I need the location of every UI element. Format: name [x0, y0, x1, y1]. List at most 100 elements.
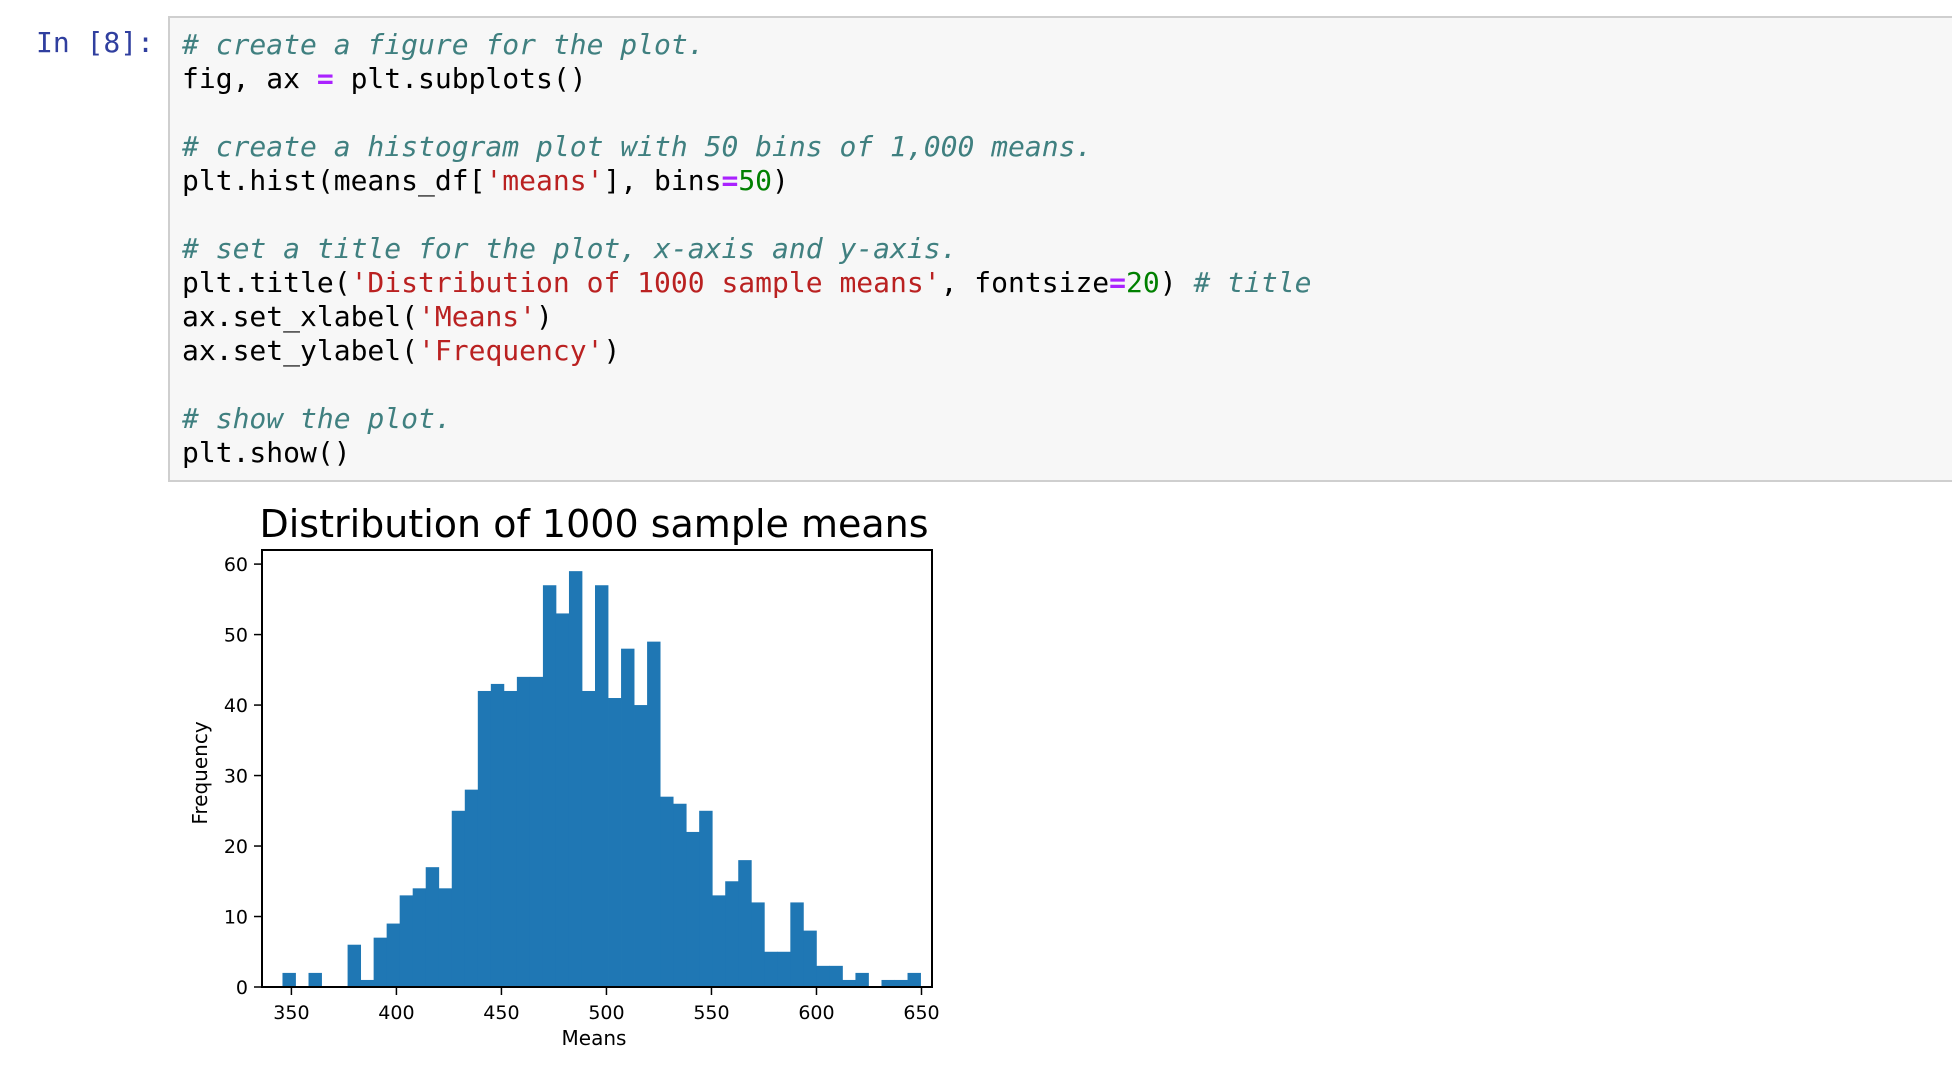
code-line: ax.set_xlabel('Means'): [182, 300, 1311, 334]
histogram-bar: [699, 810, 713, 987]
axes-frame: [261, 549, 933, 988]
y-tick-label: 60: [224, 554, 248, 576]
histogram-bar: [399, 895, 414, 987]
histogram-bar: [660, 796, 674, 987]
code-token: plt.title(: [182, 266, 351, 299]
histogram-bar: [907, 972, 921, 987]
x-tick-label: 350: [273, 1002, 309, 1024]
x-tick-label: 650: [903, 1002, 939, 1024]
y-tick-label: 30: [224, 766, 248, 788]
histogram-bar: [516, 676, 531, 987]
histogram-bar: [581, 690, 596, 987]
cell-prompt: In [8]:: [36, 26, 155, 59]
code-token: =: [316, 62, 334, 95]
code-line: plt.show(): [182, 436, 1311, 470]
code-token: ): [536, 300, 553, 333]
code-line: ax.set_ylabel('Frequency'): [182, 334, 1311, 368]
histogram-bar: [347, 944, 362, 987]
x-tick-label: 450: [483, 1002, 519, 1024]
code-token: # title: [1193, 266, 1312, 299]
histogram-bar: [360, 979, 375, 987]
code-token: =: [721, 164, 739, 197]
y-tick-label: 50: [224, 625, 248, 647]
code-token: 'Distribution of 1000 sample means': [350, 266, 941, 299]
code-token: 'means': [485, 164, 604, 197]
code-token: =: [1109, 266, 1127, 299]
code-token: ], bins: [603, 164, 722, 197]
histogram-bar: [595, 585, 609, 987]
code-cell-editor[interactable]: # create a figure for the plot. fig, ax =…: [168, 16, 1952, 482]
code-line: # set a title for the plot, x-axis and y…: [182, 232, 1311, 266]
y-axis-label: Frequency: [188, 721, 212, 824]
histogram-bar: [490, 683, 505, 987]
code-line: fig, ax = plt.subplots(): [182, 62, 1311, 96]
code-token: # create a figure for the plot.: [182, 28, 705, 61]
y-axis-ticks: 0 10 20 30 40 50 60: [224, 554, 262, 999]
histogram-bar: [790, 902, 804, 987]
histogram-bar: [608, 698, 622, 987]
histogram-bar: [386, 923, 401, 987]
histogram-bars: [282, 571, 921, 987]
histogram-bar: [647, 641, 661, 987]
histogram-bar: [412, 888, 427, 987]
code-token: # create a histogram plot with 50 bins o…: [182, 130, 1093, 163]
histogram-bar: [438, 888, 453, 987]
code-token: ): [1159, 266, 1194, 299]
code-token: plt.show(): [182, 436, 351, 469]
code-line: # show the plot.: [182, 402, 1311, 436]
histogram-bar: [464, 789, 479, 987]
code-token: 'Frequency': [418, 334, 604, 367]
x-tick-label: 500: [588, 1002, 624, 1024]
histogram-bar: [308, 972, 322, 987]
y-tick-label: 10: [224, 907, 248, 929]
histogram-bar: [373, 937, 388, 987]
histogram-bar: [725, 881, 739, 987]
x-tick-label: 550: [693, 1002, 729, 1024]
code-line: # create a histogram plot with 50 bins o…: [182, 130, 1311, 164]
code-token: , fontsize: [940, 266, 1110, 299]
histogram-bar: [503, 690, 518, 987]
chart-title: Distribution of 1000 sample means: [259, 502, 928, 546]
code-token: 50: [738, 164, 773, 197]
code-line: # create a figure for the plot.: [182, 28, 1311, 62]
code-token: 'Means': [418, 300, 537, 333]
code-token: plt.subplots(): [333, 62, 587, 95]
histogram-bar: [751, 902, 765, 987]
histogram-bar: [451, 810, 466, 987]
code-token: # set a title for the plot, x-axis and y…: [182, 232, 958, 265]
histogram-bar: [529, 676, 544, 987]
histogram-bar: [542, 585, 557, 987]
histogram-bar: [477, 690, 492, 987]
code-token: ax.set_ylabel(: [182, 334, 419, 367]
histogram-bar: [894, 979, 908, 987]
histogram-bar: [712, 895, 726, 987]
x-tick-label: 600: [798, 1002, 834, 1024]
code-token: fig, ax: [182, 62, 317, 95]
histogram-bar: [777, 951, 791, 987]
code-line: plt.hist(means_df['means'], bins=50): [182, 164, 1311, 198]
code-line: plt.title('Distribution of 1000 sample m…: [182, 266, 1311, 300]
x-axis-ticks: 350 400 450 500 550 600 650: [273, 987, 940, 1024]
histogram-bar: [634, 705, 648, 987]
code-token: plt.hist(means_df[: [182, 164, 486, 197]
histogram-bar: [738, 860, 752, 987]
histogram-bar: [764, 951, 778, 987]
code-token: ): [772, 164, 789, 197]
histogram-bar: [803, 930, 817, 987]
histogram-bar: [686, 831, 700, 987]
x-axis-label: Means: [562, 1026, 627, 1050]
histogram-bar: [816, 965, 830, 987]
histogram-bar: [855, 972, 869, 987]
code-token: ): [603, 334, 621, 367]
code-token: 20: [1126, 266, 1160, 299]
histogram-bar: [829, 965, 843, 987]
histogram-bar: [425, 867, 440, 987]
y-tick-label: 40: [224, 695, 248, 717]
y-tick-label: 0: [236, 977, 248, 999]
histogram-bar: [282, 972, 296, 987]
code-token: ax.set_xlabel(: [182, 300, 419, 333]
histogram-bar: [621, 648, 635, 987]
code-token: # show the plot.: [182, 402, 452, 435]
